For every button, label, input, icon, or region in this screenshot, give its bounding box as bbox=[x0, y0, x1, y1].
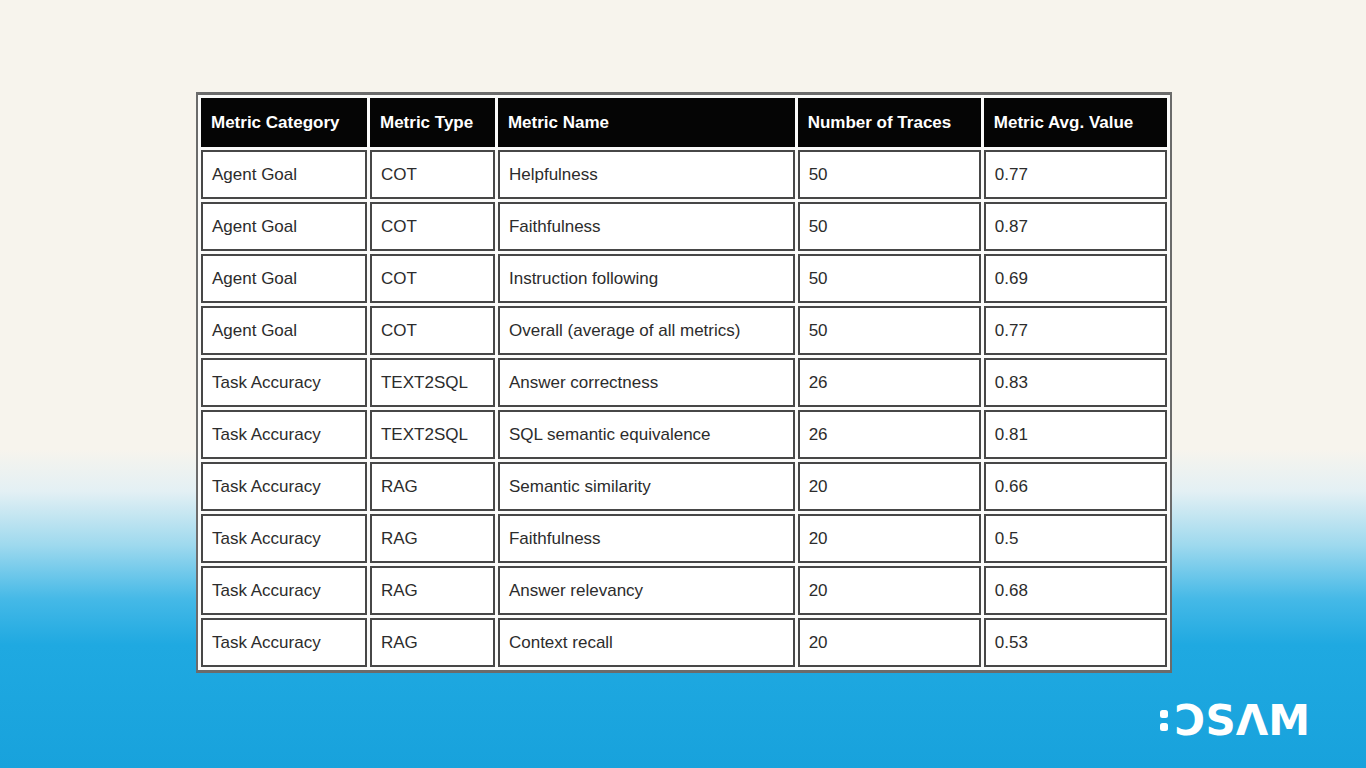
cell-metric-category: Agent Goal bbox=[201, 254, 367, 303]
cell-metric-category: Task Accuracy bbox=[201, 514, 367, 563]
cell-metric-name: Answer correctness bbox=[498, 358, 795, 407]
cell-metric-name: Faithfulness bbox=[498, 514, 795, 563]
cell-metric-avg-value: 0.69 bbox=[984, 254, 1167, 303]
cell-metric-avg-value: 0.81 bbox=[984, 410, 1167, 459]
cell-metric-type: TEXT2SQL bbox=[370, 410, 495, 459]
cell-metric-name: Answer relevancy bbox=[498, 566, 795, 615]
cell-metric-category: Task Accuracy bbox=[201, 358, 367, 407]
cell-metric-avg-value: 0.68 bbox=[984, 566, 1167, 615]
cell-metric-category: Task Accuracy bbox=[201, 618, 367, 667]
cell-metric-avg-value: 0.77 bbox=[984, 150, 1167, 199]
cell-metric-name: Helpfulness bbox=[498, 150, 795, 199]
cell-metric-avg-value: 0.53 bbox=[984, 618, 1167, 667]
header-row: Metric CategoryMetric TypeMetric NameNum… bbox=[201, 98, 1167, 147]
cell-metric-type: COT bbox=[370, 202, 495, 251]
cell-metric-category: Task Accuracy bbox=[201, 566, 367, 615]
cell-metric-name: Context recall bbox=[498, 618, 795, 667]
header-cell-metric-avg-value: Metric Avg. Value bbox=[984, 98, 1167, 147]
osam-logo: ƆSΛM bbox=[1160, 704, 1310, 738]
cell-metric-category: Agent Goal bbox=[201, 306, 367, 355]
logo-colon-icon bbox=[1160, 710, 1168, 731]
cell-number-of-traces: 50 bbox=[798, 254, 981, 303]
cell-metric-category: Agent Goal bbox=[201, 202, 367, 251]
header-cell-metric-name: Metric Name bbox=[498, 98, 795, 147]
cell-metric-name: Faithfulness bbox=[498, 202, 795, 251]
cell-metric-name: Semantic similarity bbox=[498, 462, 795, 511]
cell-metric-type: RAG bbox=[370, 514, 495, 563]
metrics-table-frame: Metric CategoryMetric TypeMetric NameNum… bbox=[196, 92, 1172, 673]
table-row: Task AccuracyRAGSemantic similarity200.6… bbox=[201, 462, 1167, 511]
cell-metric-avg-value: 0.5 bbox=[984, 514, 1167, 563]
metrics-table: Metric CategoryMetric TypeMetric NameNum… bbox=[198, 95, 1170, 670]
cell-number-of-traces: 50 bbox=[798, 306, 981, 355]
cell-metric-avg-value: 0.83 bbox=[984, 358, 1167, 407]
cell-number-of-traces: 26 bbox=[798, 410, 981, 459]
logo-text: ƆSΛM bbox=[1175, 704, 1310, 738]
cell-metric-name: Overall (average of all metrics) bbox=[498, 306, 795, 355]
cell-metric-name: SQL semantic equivalence bbox=[498, 410, 795, 459]
cell-metric-avg-value: 0.66 bbox=[984, 462, 1167, 511]
cell-number-of-traces: 20 bbox=[798, 566, 981, 615]
cell-number-of-traces: 20 bbox=[798, 618, 981, 667]
table-row: Agent GoalCOTHelpfulness500.77 bbox=[201, 150, 1167, 199]
table-body: Agent GoalCOTHelpfulness500.77Agent Goal… bbox=[201, 150, 1167, 667]
header-cell-number-of-traces: Number of Traces bbox=[798, 98, 981, 147]
cell-metric-category: Task Accuracy bbox=[201, 410, 367, 459]
cell-metric-type: COT bbox=[370, 150, 495, 199]
table-row: Agent GoalCOTOverall (average of all met… bbox=[201, 306, 1167, 355]
cell-number-of-traces: 50 bbox=[798, 202, 981, 251]
table-row: Agent GoalCOTFaithfulness500.87 bbox=[201, 202, 1167, 251]
logo-dot bbox=[1160, 723, 1168, 731]
slide-background: { "table": { "headers": ["Metric Categor… bbox=[0, 0, 1366, 768]
cell-metric-type: COT bbox=[370, 306, 495, 355]
cell-metric-category: Agent Goal bbox=[201, 150, 367, 199]
cell-number-of-traces: 50 bbox=[798, 150, 981, 199]
table-row: Task AccuracyRAGAnswer relevancy200.68 bbox=[201, 566, 1167, 615]
table-row: Task AccuracyTEXT2SQLSQL semantic equiva… bbox=[201, 410, 1167, 459]
cell-metric-name: Instruction following bbox=[498, 254, 795, 303]
table-row: Task AccuracyRAGContext recall200.53 bbox=[201, 618, 1167, 667]
cell-metric-type: RAG bbox=[370, 566, 495, 615]
table-row: Task AccuracyTEXT2SQLAnswer correctness2… bbox=[201, 358, 1167, 407]
cell-number-of-traces: 26 bbox=[798, 358, 981, 407]
table-row: Task AccuracyRAGFaithfulness200.5 bbox=[201, 514, 1167, 563]
cell-metric-category: Task Accuracy bbox=[201, 462, 367, 511]
cell-number-of-traces: 20 bbox=[798, 462, 981, 511]
cell-metric-avg-value: 0.77 bbox=[984, 306, 1167, 355]
logo-dot bbox=[1160, 710, 1168, 718]
cell-metric-type: COT bbox=[370, 254, 495, 303]
table-row: Agent GoalCOTInstruction following500.69 bbox=[201, 254, 1167, 303]
header-cell-metric-type: Metric Type bbox=[370, 98, 495, 147]
header-cell-metric-category: Metric Category bbox=[201, 98, 367, 147]
cell-metric-type: RAG bbox=[370, 462, 495, 511]
cell-metric-type: RAG bbox=[370, 618, 495, 667]
cell-metric-avg-value: 0.87 bbox=[984, 202, 1167, 251]
cell-number-of-traces: 20 bbox=[798, 514, 981, 563]
cell-metric-type: TEXT2SQL bbox=[370, 358, 495, 407]
